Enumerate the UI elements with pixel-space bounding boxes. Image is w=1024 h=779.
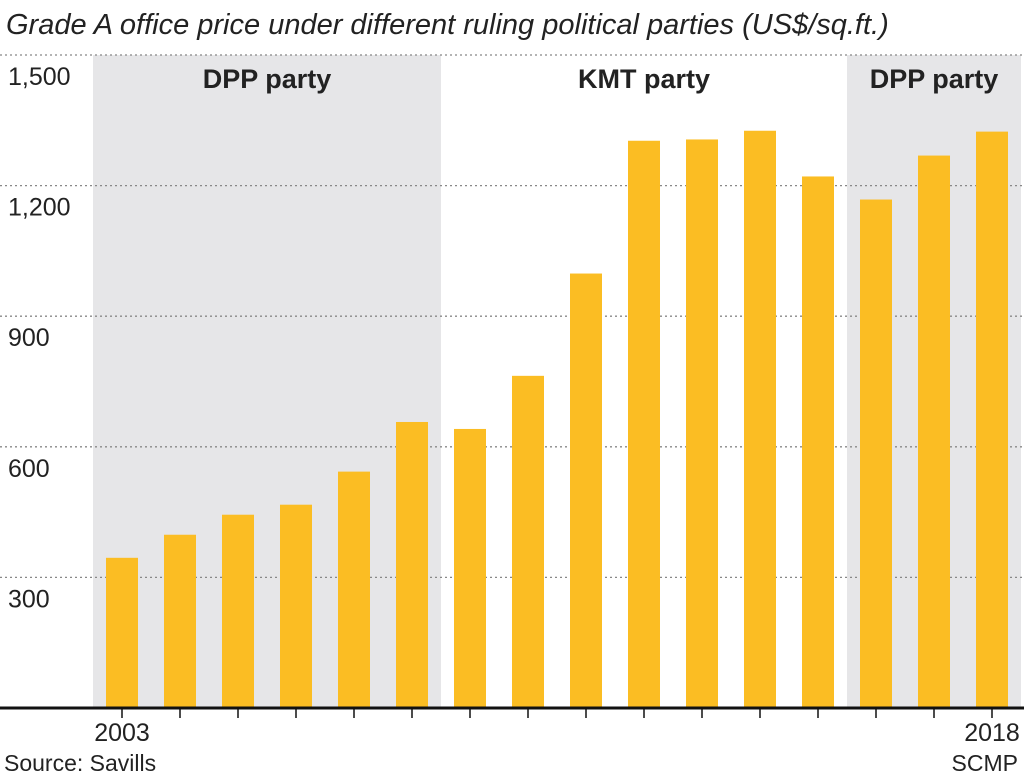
bar: [338, 471, 370, 708]
bar: [976, 131, 1008, 709]
bar: [628, 140, 660, 708]
bar: [106, 557, 138, 708]
bar: [860, 199, 892, 708]
bar: [280, 504, 312, 708]
credit: SCMP: [952, 750, 1018, 776]
y-tick-label: 900: [8, 324, 50, 352]
y-tick-label: 600: [8, 455, 50, 483]
bar: [744, 130, 776, 709]
period-label: DPP party: [870, 64, 999, 94]
y-tick-label: 1,200: [8, 194, 71, 222]
bar: [570, 273, 602, 708]
x-tick-label: 2018: [964, 719, 1020, 747]
source: Source: Savills: [4, 750, 156, 776]
bar: [396, 421, 428, 708]
period-label: KMT party: [578, 64, 710, 94]
bar: [454, 428, 486, 708]
period-label: DPP party: [203, 64, 332, 94]
bars: [106, 130, 1008, 709]
chart-title: Grade A office price under different rul…: [6, 9, 889, 41]
bar: [164, 534, 196, 708]
bar: [918, 155, 950, 708]
period-shade: [93, 55, 441, 708]
bar: [802, 176, 834, 708]
bar: [686, 139, 718, 709]
y-tick-label: 1,500: [8, 63, 71, 91]
bar: [512, 375, 544, 708]
x-tick-label: 2003: [94, 719, 150, 747]
y-tick-label: 300: [8, 585, 50, 613]
bar: [222, 514, 254, 708]
